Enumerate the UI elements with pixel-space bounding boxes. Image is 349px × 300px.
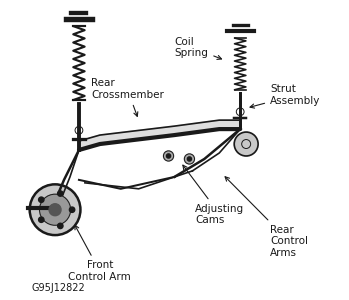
Text: Coil
Spring: Coil Spring [174, 37, 222, 59]
Circle shape [184, 154, 194, 164]
Circle shape [39, 217, 44, 222]
Circle shape [49, 204, 61, 216]
Text: Rear
Crossmember: Rear Crossmember [91, 78, 164, 116]
Circle shape [39, 194, 70, 225]
Circle shape [58, 191, 63, 196]
Text: Rear
Control
Arms: Rear Control Arms [225, 177, 308, 258]
Circle shape [163, 151, 173, 161]
Circle shape [30, 184, 80, 235]
Circle shape [234, 132, 258, 156]
Circle shape [39, 197, 44, 203]
Text: Adjusting
Cams: Adjusting Cams [183, 165, 245, 225]
Circle shape [166, 154, 171, 158]
Circle shape [58, 223, 63, 229]
Text: Front
Control Arm: Front Control Arm [68, 225, 131, 282]
Polygon shape [79, 120, 240, 150]
Circle shape [69, 207, 75, 212]
Circle shape [187, 157, 192, 161]
Text: Strut
Assembly: Strut Assembly [250, 84, 320, 108]
Text: G95J12822: G95J12822 [31, 283, 85, 293]
